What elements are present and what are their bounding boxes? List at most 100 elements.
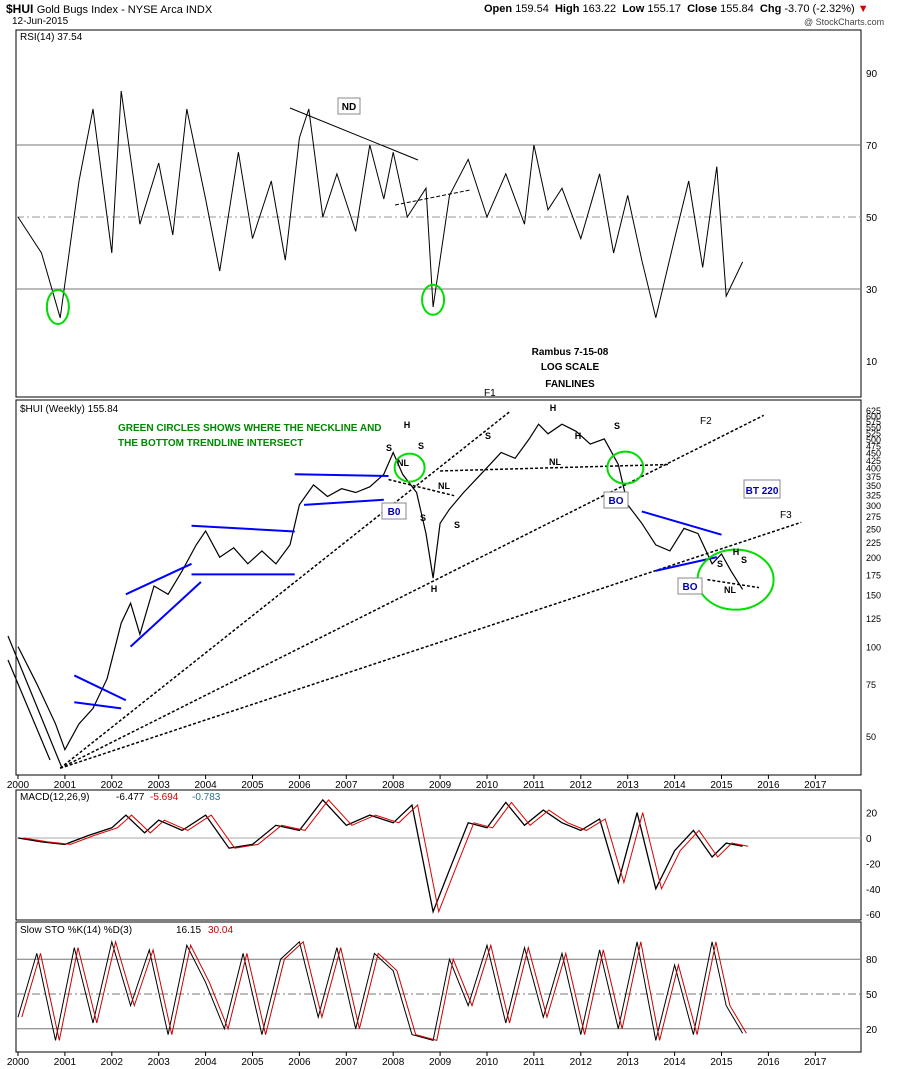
pattern-mark: S [418, 441, 424, 451]
year-label: 2014 [663, 1057, 686, 1068]
year-label: 2015 [710, 1057, 733, 1068]
blue-trendline [304, 498, 384, 506]
year-label: 2014 [663, 780, 686, 791]
pattern-mark: S [485, 431, 491, 441]
blue-trendline [125, 562, 192, 596]
year-label: 2001 [54, 1057, 77, 1068]
price-tick-label: 575 [866, 417, 881, 427]
annotation-subtitle: FANLINES [545, 379, 595, 390]
price-tick-label: 225 [866, 538, 881, 548]
year-label: 2005 [241, 1057, 264, 1068]
rsi-tick-label: 90 [866, 69, 878, 80]
year-label: 2017 [804, 780, 827, 791]
macd-hist-value: -0.783 [192, 792, 221, 803]
price-tick-label: 500 [866, 435, 881, 445]
blue-trendline [73, 674, 127, 702]
pattern-mark: H [404, 420, 411, 430]
price-tick-label: 175 [866, 570, 881, 580]
pattern-mark: H [733, 547, 740, 557]
annotation-subtitle: LOG SCALE [541, 362, 600, 373]
price-tick-label: 75 [866, 680, 876, 690]
downtrend-line [7, 659, 51, 761]
year-label: 2016 [757, 1057, 780, 1068]
chart-header: $HUI Gold Bugs Index - NYSE Arca INDX [6, 2, 212, 16]
year-label: 2004 [194, 780, 217, 791]
pattern-mark: S [420, 513, 426, 523]
price-tick-label: 100 [866, 643, 881, 653]
price-tick-label: 50 [866, 732, 876, 742]
pattern-mark: NL [397, 458, 409, 468]
price-tick-label: 475 [866, 441, 881, 451]
price-tick-label: 400 [866, 464, 881, 474]
price-line [17, 423, 744, 752]
annotation-note: THE BOTTOM TRENDLINE INTERSECT [118, 438, 303, 449]
symbol: $HUI [6, 2, 34, 16]
year-label: 2007 [335, 780, 358, 791]
year-label: 2002 [101, 1057, 124, 1068]
open-label: Open [484, 3, 513, 15]
instrument-name: Gold Bugs Index - NYSE Arca INDX [36, 4, 213, 16]
rsi-tick-label: 70 [866, 141, 878, 152]
close-value: 155.84 [720, 3, 754, 15]
high-label: High [554, 3, 580, 15]
year-label: 2006 [288, 1057, 311, 1068]
chg-label: Chg [759, 3, 782, 15]
price-tick-label: 425 [866, 456, 881, 466]
sto-tick-label: 20 [866, 1025, 878, 1036]
pattern-mark: NL [438, 481, 450, 491]
down-arrow-icon: ▼ [857, 3, 869, 15]
year-label: 2003 [148, 1057, 171, 1068]
pattern-mark: S [717, 559, 723, 569]
year-label: 2011 [523, 780, 545, 791]
rsi-label: RSI(14) 37.54 [20, 32, 83, 43]
year-label: 2012 [570, 1057, 593, 1068]
price-tick-label: 600 [866, 411, 881, 421]
rsi-dashed-line [394, 189, 471, 206]
macd-value: -6.477 [116, 792, 145, 803]
downtrend-line [7, 635, 63, 769]
year-label: 2016 [757, 780, 780, 791]
year-label: 2010 [476, 780, 499, 791]
price-label: $HUI (Weekly) 155.84 [20, 404, 119, 415]
low-value: 155.17 [647, 3, 681, 15]
fanline-label: F3 [780, 510, 792, 521]
fanline-label: F2 [700, 416, 712, 427]
rsi-tick-label: 30 [866, 285, 878, 296]
bo-label: B0 [388, 507, 401, 518]
bo-label-box [381, 502, 407, 520]
rsi-line [17, 90, 744, 318]
sto-tick-label: 80 [866, 955, 878, 966]
blue-trendline [294, 473, 389, 478]
macd-tick-label: -20 [866, 859, 881, 870]
pattern-mark: H [550, 403, 557, 413]
green-circle [45, 289, 70, 325]
price-tick-label: 550 [866, 423, 881, 433]
price-tick-label: 450 [866, 448, 881, 458]
high-value: 163.22 [582, 3, 617, 15]
rsi-tick-label: 10 [866, 357, 878, 368]
pattern-mark: NL [724, 585, 736, 595]
blue-trendline [641, 510, 722, 536]
year-label: 2011 [523, 1057, 545, 1068]
blue-trendline [74, 701, 122, 710]
header-date: 12-Jun-2015 [12, 16, 69, 27]
year-label: 2008 [382, 1057, 405, 1068]
fanline-f3 [59, 521, 802, 769]
sto-label: Slow STO %K(14) %D(3) [20, 925, 132, 936]
neckline [707, 578, 760, 589]
neckline [440, 463, 670, 472]
year-label: 2013 [617, 780, 640, 791]
year-label: 2015 [710, 780, 733, 791]
sto-d-value: 30.04 [208, 925, 233, 936]
sto-k-line [17, 939, 744, 1042]
fanline-f1 [59, 410, 511, 769]
close-label: Close [687, 3, 718, 15]
rsi-panel [15, 29, 862, 398]
macd-label: MACD(12,26,9) [20, 792, 89, 803]
bo-label: BO [683, 582, 698, 593]
year-label: 2007 [335, 1057, 358, 1068]
pattern-mark: S [741, 555, 747, 565]
bo-label-box [677, 577, 703, 595]
price-tick-label: 200 [866, 553, 881, 563]
price-tick-label: 300 [866, 501, 881, 511]
